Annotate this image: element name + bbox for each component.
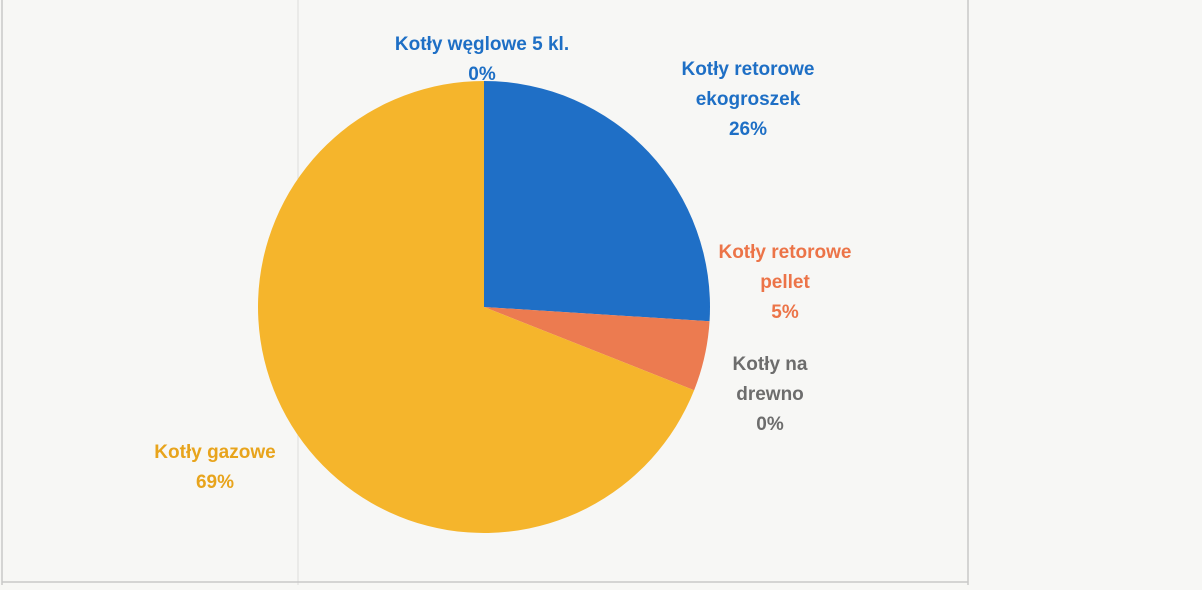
category-label: Kotły na drewno bbox=[732, 354, 808, 405]
pie-slice bbox=[484, 81, 710, 322]
pie-slice bbox=[484, 307, 710, 391]
category-label: Kotły węglowe 5 kl. bbox=[394, 34, 570, 55]
value-label: 26% bbox=[728, 119, 768, 140]
slice-label: Kotły węglowe 5 kl. 0% bbox=[392, 30, 572, 90]
value-label: 69% bbox=[195, 472, 235, 493]
slice-label: Kotły retorowe pellet 5% bbox=[695, 238, 875, 328]
value-label: 0% bbox=[468, 64, 496, 85]
slice-label: Kotły retorowe ekogroszek 26% bbox=[650, 55, 846, 145]
value-label: 5% bbox=[771, 302, 799, 323]
category-label: Kotły retorowe pellet bbox=[718, 242, 852, 293]
value-label: 0% bbox=[756, 414, 784, 435]
category-label: Kotły gazowe bbox=[154, 442, 276, 463]
slice-label: Kotły na drewno 0% bbox=[715, 350, 825, 440]
pie-slice bbox=[257, 81, 695, 534]
slice-label: Kotły gazowe 69% bbox=[110, 438, 320, 498]
category-label: Kotły retorowe ekogroszek bbox=[681, 59, 815, 110]
